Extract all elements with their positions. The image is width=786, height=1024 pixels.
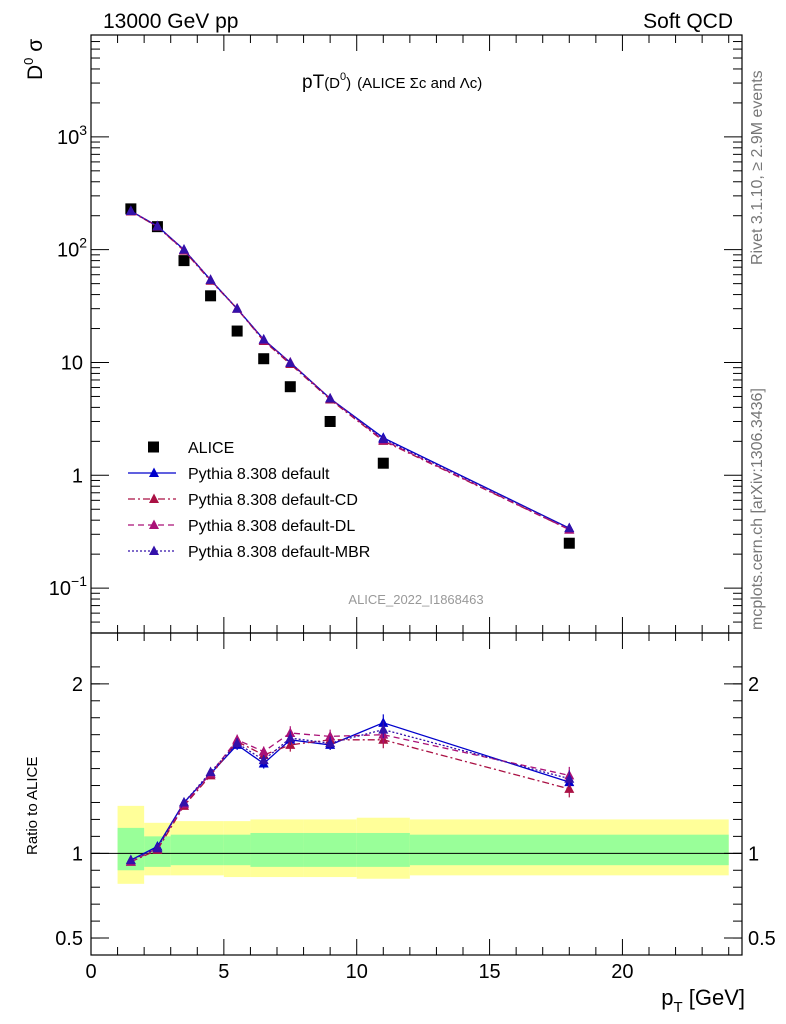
main-ytick-label-3: 102 bbox=[57, 235, 87, 262]
ratio-band-green-5 bbox=[303, 832, 357, 867]
x-axis-label-rest: [GeV] bbox=[683, 985, 745, 1010]
ratio-marker-2-7 bbox=[325, 730, 336, 741]
ratio-marker-3-2 bbox=[179, 796, 189, 807]
ratio-ytick-label-left-0: 0.5 bbox=[55, 928, 83, 950]
main-marker-4-0 bbox=[125, 205, 136, 216]
ratio-panel: 0.5 0.51 12 20 5 10 15 20 bbox=[55, 632, 776, 983]
header-left: 13000 GeV pp bbox=[103, 10, 238, 33]
ratio-y-label: Ratio to ALICE bbox=[24, 757, 41, 855]
main-y-label-sup: 0 bbox=[21, 58, 36, 65]
ratio-band-green-6 bbox=[356, 832, 410, 867]
main-ytick-label-2: 10 bbox=[61, 352, 83, 374]
legend-label-2: Pythia 8.308 default-CD bbox=[188, 492, 358, 509]
legend-marker-3 bbox=[149, 519, 159, 529]
ratio-band-green-2 bbox=[170, 834, 224, 866]
main-marker-4-9 bbox=[564, 522, 575, 533]
main-marker-4-5 bbox=[258, 333, 269, 344]
title-sup: 0 bbox=[340, 71, 346, 83]
ratio-marker-3-8 bbox=[378, 724, 389, 734]
x-tick-label-3: 15 bbox=[478, 961, 500, 983]
ratio-band-green-7 bbox=[409, 834, 729, 866]
ratio-ytick-label-left-1: 1 bbox=[72, 843, 83, 865]
main-data-point-0-3 bbox=[205, 290, 217, 302]
main-frame bbox=[90, 34, 743, 634]
x-axis-label-main: p bbox=[661, 985, 673, 1010]
main-marker-4-6 bbox=[285, 357, 296, 367]
x-axis-label-sub: T bbox=[673, 999, 682, 1016]
main-marker-4-8 bbox=[378, 433, 389, 443]
ratio-ytick-label-left-2: 2 bbox=[72, 674, 83, 696]
main-marker-4-7 bbox=[325, 392, 336, 403]
main-data-point-0-6 bbox=[284, 381, 296, 393]
ratio-band-green-3 bbox=[223, 834, 251, 866]
main-title: pT(D0) (ALICE Σc and Λc) bbox=[302, 71, 482, 93]
legend-marker-1 bbox=[149, 467, 159, 477]
main-y-label-main: D bbox=[24, 65, 47, 80]
main-ytick-label-0: 10−1 bbox=[49, 573, 87, 600]
legend-marker-2 bbox=[149, 493, 159, 503]
main-y-label-rest: σ bbox=[24, 39, 47, 58]
legend-label-1: Pythia 8.308 default bbox=[188, 466, 330, 483]
ratio-marker-3-3 bbox=[205, 766, 216, 776]
ratio-series-line-3 bbox=[130, 728, 570, 861]
rivet-label: Rivet 3.1.10, ≥ 2.9M events bbox=[749, 70, 766, 265]
legend-label-4: Pythia 8.308 default-MBR bbox=[188, 544, 370, 561]
main-marker-4-4 bbox=[232, 303, 243, 313]
main-series-line-4 bbox=[130, 210, 570, 529]
ratio-ytick-label-right-0: 0.5 bbox=[748, 928, 776, 950]
ratio-band-green-4 bbox=[250, 832, 304, 867]
ratio-marker-3-9 bbox=[564, 773, 575, 783]
ratio-marker-3-0 bbox=[125, 854, 136, 865]
header-right: Soft QCD bbox=[643, 10, 733, 33]
ratio-series-line-1 bbox=[130, 739, 570, 863]
watermark: ALICE_2022_I1868463 bbox=[348, 592, 483, 607]
main-data-point-0-4 bbox=[231, 325, 243, 337]
ratio-marker-3-5 bbox=[258, 754, 269, 765]
legend-marker-4 bbox=[149, 545, 159, 555]
ratio-ytick-label-right-2: 2 bbox=[748, 674, 759, 696]
main-y-label: D0 σ bbox=[21, 39, 47, 80]
main-panel: 10−1 1 10 102 103 ALICE Pythia 8.308 default Py… bbox=[49, 34, 743, 634]
x-tick-label-0: 0 bbox=[85, 961, 96, 983]
ratio-marker-3-1 bbox=[152, 842, 163, 853]
ratio-marker-3-7 bbox=[325, 737, 336, 748]
ratio-marker-3-6 bbox=[285, 732, 296, 743]
legend-label-3: Pythia 8.308 default-DL bbox=[188, 518, 355, 535]
title-rest: (ALICE Σc and Λc) bbox=[357, 75, 482, 92]
x-tick-label-2: 10 bbox=[346, 961, 368, 983]
main-marker-4-3 bbox=[205, 274, 216, 284]
ratio-series-line-2 bbox=[130, 732, 570, 863]
main-data-point-0-7 bbox=[324, 415, 336, 427]
main-data-point-0-9 bbox=[563, 537, 575, 549]
x-tick-label-1: 5 bbox=[218, 961, 229, 983]
main-ytick-label-1: 1 bbox=[72, 465, 83, 487]
title-paren-close: ) bbox=[346, 75, 351, 92]
mcplots-label: mcplots.cern.ch [arXiv:1306.3436] bbox=[749, 388, 766, 630]
ratio-marker-1-9 bbox=[564, 783, 575, 793]
ratio-ytick-label-right-1: 1 bbox=[748, 843, 759, 865]
title-paren-open: (D bbox=[324, 75, 340, 92]
main-marker-4-1 bbox=[152, 220, 163, 231]
title-pt: pT bbox=[302, 72, 325, 93]
x-tick-label-4: 20 bbox=[611, 961, 633, 983]
main-data-point-0-2 bbox=[178, 255, 190, 267]
ratio-marker-2-5 bbox=[258, 746, 269, 756]
legend-label-0: ALICE bbox=[188, 440, 234, 457]
main-data-point-0-5 bbox=[258, 353, 270, 365]
legend-marker-0 bbox=[148, 441, 159, 453]
main-marker-4-2 bbox=[179, 244, 189, 254]
ratio-marker-3-4 bbox=[232, 737, 243, 748]
main-ytick-label-4: 103 bbox=[57, 122, 87, 149]
ratio-frame bbox=[90, 632, 743, 956]
x-axis-label: pT [GeV] bbox=[661, 985, 745, 1016]
main-data-point-0-8 bbox=[377, 457, 389, 469]
